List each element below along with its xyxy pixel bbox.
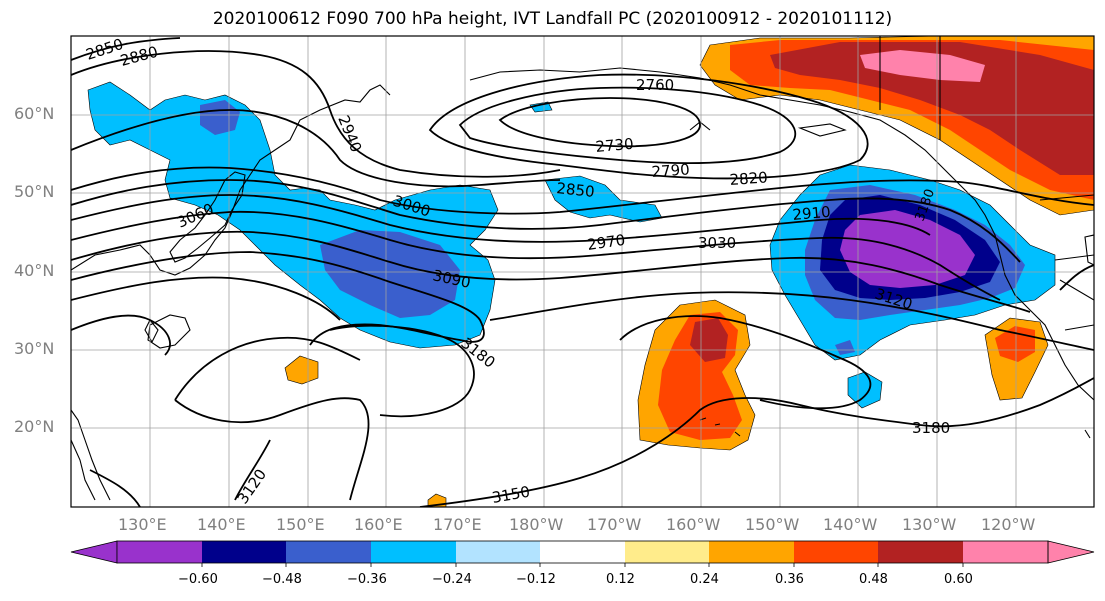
lon-label: 140°W [823,515,878,534]
contour-label: 2820 [729,168,768,189]
colorbar [70,540,1095,567]
colorbar-tick-label: 0.36 [775,572,804,587]
colorbar-segment [286,541,371,563]
colorbar-tick-label: −0.48 [262,572,302,587]
colorbar-segment [117,541,202,563]
contour-label: 2790 [651,160,690,181]
lat-label: 50°N [14,182,55,201]
map-plot-area: 2850 2880 2940 2760 2730 2790 2820 2850 … [71,36,1094,507]
contour-label: 2910 [792,203,832,224]
lat-label: 20°N [14,417,55,436]
lat-label: 40°N [14,261,55,280]
contour-label: 3180 [912,419,950,437]
graticule [71,36,1094,507]
colorbar-segment [625,541,709,563]
map-title: 2020100612 F090 700 hPa height, IVT Land… [212,9,893,29]
colorbar-tick-label: 0.12 [606,572,635,587]
colorbar-segment [878,541,963,563]
colorbar-tick-label: 0.48 [859,572,888,587]
lon-label: 180°W [509,515,564,534]
ivt-positive-fill [284,36,1094,507]
colorbar-extend-high [1047,540,1095,564]
colorbar-segment [963,541,1048,563]
contour-label: 3030 [698,234,736,252]
colorbar-segment [371,541,456,563]
lon-label: 170°E [433,515,482,534]
colorbar-segment [709,541,794,563]
height-contours [71,37,1094,507]
colorbar-tick-label: −0.12 [516,572,556,587]
lon-label: 130°W [902,515,957,534]
colorbar-tick-label: −0.24 [432,572,472,587]
contour-label: 2850 [556,179,596,201]
contour-label: 2760 [636,76,674,94]
map-frame [70,35,1095,508]
contour-label: 2730 [595,135,635,156]
colorbar-segment [456,541,540,563]
colorbar-tick-label: 0.24 [690,572,719,587]
lat-label: 60°N [14,104,55,123]
colorbar-segment [540,541,625,563]
lon-label: 140°E [197,515,246,534]
colorbar-segment [202,541,286,563]
lon-label: 160°W [666,515,721,534]
lon-label: 150°W [745,515,800,534]
colorbar-tick-label: −0.60 [178,572,218,587]
lon-label: 170°W [587,515,642,534]
lon-label: 150°E [276,515,325,534]
colorbar-tick-label: −0.36 [347,572,387,587]
lon-label: 160°E [354,515,403,534]
colorbar-segment [794,541,878,563]
lon-label: 130°E [118,515,167,534]
colorbar-extend-low [70,540,118,564]
lat-label: 30°N [14,339,55,358]
coastlines [71,36,1094,501]
lon-label: 120°W [981,515,1036,534]
colorbar-tick-label: 0.60 [944,572,973,587]
contour-label: 2970 [586,231,626,254]
